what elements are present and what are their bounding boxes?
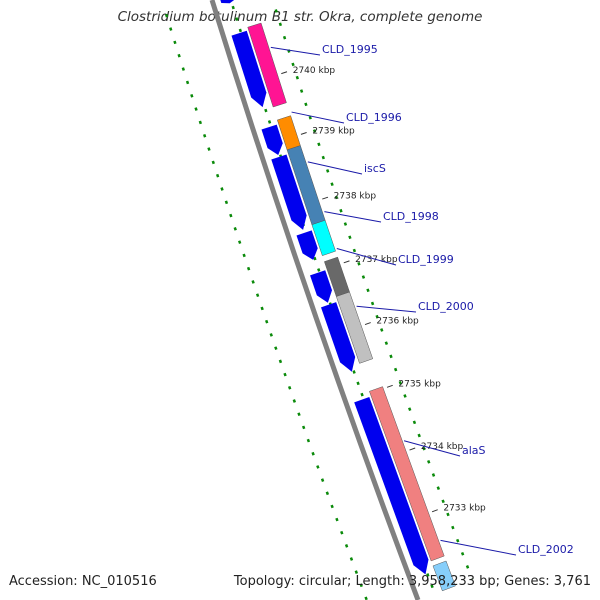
cds-arrow xyxy=(261,124,283,156)
cds-arrow xyxy=(296,230,318,260)
gc-dot-track xyxy=(271,0,474,580)
cds-arrow xyxy=(231,30,267,108)
kbp-tick xyxy=(322,196,329,200)
gene-label-track: CLD_1995 CLD_1996 iscS CLD_1998 CLD_1999 CLD_… xyxy=(270,43,574,556)
gene-label-cld_1999[interactable]: CLD_1999 xyxy=(398,253,454,266)
feature-block-cld_1995[interactable] xyxy=(247,22,287,108)
kbp-label: 2736 kbp xyxy=(376,317,419,327)
gene-label-iscs[interactable]: iscS xyxy=(364,162,386,175)
gene-label-cld_1998[interactable]: CLD_1998 xyxy=(383,210,439,223)
label-leader-line xyxy=(336,248,397,266)
cds-arrow xyxy=(220,0,235,4)
kbp-tick xyxy=(300,132,307,135)
label-leader-line xyxy=(270,46,321,56)
feature-block-cld_1998[interactable] xyxy=(311,219,336,256)
kbp-label: 2740 kbp xyxy=(293,66,336,76)
cds-arrow xyxy=(321,302,356,372)
kbp-label: 2735 kbp xyxy=(398,379,441,389)
gene-label-cld_2000[interactable]: CLD_2000 xyxy=(418,300,474,313)
gene-label-cld_1995[interactable]: CLD_1995 xyxy=(322,43,378,56)
map-title: Clostridium botulinum B1 str. Okra, comp… xyxy=(117,9,483,25)
cds-arrow xyxy=(310,270,333,303)
label-leader-line xyxy=(307,161,363,175)
feature-block-cld_2000[interactable] xyxy=(335,291,374,364)
kbp-tick xyxy=(343,260,350,264)
cds-track xyxy=(220,0,429,575)
gene-label-cld_2002[interactable]: CLD_2002 xyxy=(518,543,574,556)
kbp-tick xyxy=(281,71,288,75)
kbp-label: 2734 kbp xyxy=(421,442,464,452)
feature-track xyxy=(247,22,456,592)
topology-label: Topology: circular; Length: 3,958,233 bp… xyxy=(233,574,591,589)
kbp-label: 2738 kbp xyxy=(334,191,377,201)
cds-arrow xyxy=(354,396,429,575)
feature-block-cld_2002[interactable] xyxy=(432,560,456,592)
kbp-label: 2733 kbp xyxy=(443,504,486,514)
kbp-tick xyxy=(431,509,438,513)
label-leader-line xyxy=(324,211,382,223)
genome-backbone xyxy=(209,0,421,600)
cds-arrow xyxy=(271,154,307,230)
label-leader-line xyxy=(356,305,417,313)
gene-label-cld_1996[interactable]: CLD_1996 xyxy=(346,111,402,124)
gene-label-alas[interactable]: alaS xyxy=(462,444,486,457)
accession-label: Accession: NC_010516 xyxy=(9,574,157,589)
label-leader-line xyxy=(403,440,461,457)
kbp-tick xyxy=(386,384,393,388)
kbp-tick xyxy=(409,447,416,451)
kbp-label: 2739 kbp xyxy=(312,127,355,137)
feature-block-alas[interactable] xyxy=(369,386,445,562)
kbp-tick xyxy=(364,322,371,326)
label-leader-line xyxy=(291,111,345,124)
label-leader-line xyxy=(440,539,517,556)
